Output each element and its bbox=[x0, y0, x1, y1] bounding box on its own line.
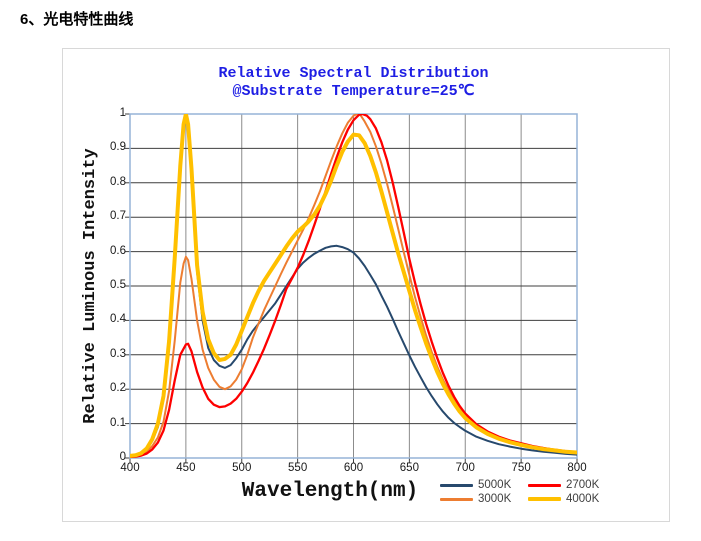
legend-swatch-3000K bbox=[440, 497, 473, 501]
y-tick-label: 0 bbox=[119, 451, 126, 463]
curves bbox=[130, 114, 577, 458]
spectral-plot bbox=[125, 113, 578, 463]
x-tick-label: 600 bbox=[343, 462, 364, 474]
y-tick-label: 0.2 bbox=[110, 382, 126, 395]
x-tick-label: 550 bbox=[288, 462, 308, 474]
x-tick-label: 400 bbox=[120, 462, 140, 474]
curve-4000K bbox=[130, 114, 577, 458]
x-tick-label: 500 bbox=[232, 462, 252, 474]
axis-tick-marks bbox=[125, 113, 578, 463]
chart-subtitle: @Substrate Temperature=25℃ bbox=[232, 83, 475, 100]
x-tick-label: 800 bbox=[567, 462, 587, 474]
legend-item-3000K: 3000K bbox=[440, 493, 528, 505]
chart-title-block: Relative Spectral Distribution @Substrat… bbox=[130, 65, 577, 101]
x-tick-label: 700 bbox=[455, 462, 475, 474]
page-heading: 6、光电特性曲线 bbox=[20, 11, 134, 28]
x-axis-title: Wavelength(nm) bbox=[241, 480, 419, 503]
y-tick-label: 0.6 bbox=[110, 244, 126, 257]
y-tick-label: 0.4 bbox=[110, 313, 126, 326]
y-tick-label: 0.9 bbox=[110, 141, 126, 154]
y-tick-label: 0.1 bbox=[110, 416, 126, 429]
x-tick-label: 750 bbox=[511, 462, 531, 474]
legend-item-4000K: 4000K bbox=[528, 493, 616, 505]
y-tick-label: 1 bbox=[119, 107, 126, 119]
legend-swatch-2700K bbox=[528, 483, 561, 487]
legend: 5000K 2700K 3000K 4000K bbox=[440, 478, 616, 506]
y-tick-label: 0.3 bbox=[110, 347, 126, 360]
gridlines bbox=[130, 114, 577, 458]
x-tick-label: 450 bbox=[176, 462, 196, 474]
legend-label: 5000K bbox=[478, 479, 512, 491]
y-tick-label: 0.8 bbox=[110, 175, 126, 188]
legend-swatch-4000K bbox=[528, 496, 561, 502]
chart-title: Relative Spectral Distribution bbox=[218, 65, 489, 82]
legend-item-5000K: 5000K bbox=[440, 479, 528, 491]
plot-border bbox=[129, 113, 578, 459]
legend-swatch-5000K bbox=[440, 483, 473, 487]
legend-label: 2700K bbox=[566, 479, 600, 491]
legend-item-2700K: 2700K bbox=[528, 479, 616, 491]
y-tick-label: 0.7 bbox=[110, 210, 126, 223]
x-tick-label: 650 bbox=[399, 462, 419, 474]
legend-label: 3000K bbox=[478, 493, 512, 505]
legend-label: 4000K bbox=[566, 493, 600, 505]
chart-panel: Relative Spectral Distribution @Substrat… bbox=[62, 48, 670, 522]
y-tick-label: 0.5 bbox=[110, 279, 126, 291]
